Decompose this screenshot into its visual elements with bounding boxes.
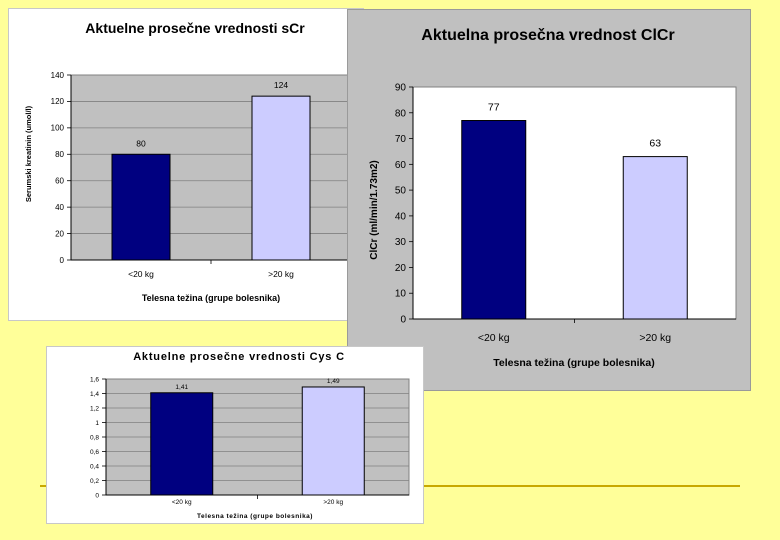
y-tick-label: 60: [395, 160, 407, 171]
data-label: 124: [274, 80, 288, 90]
scr-chart-panel: Aktuelne prosečne vrednosti sCr Serumski…: [8, 8, 364, 321]
y-tick-label: 80: [55, 150, 64, 159]
y-tick-label: 0,4: [90, 463, 99, 470]
y-tick-label: 20: [395, 263, 407, 274]
y-tick-label: 0: [400, 315, 406, 326]
bar: [150, 392, 214, 496]
data-label: 1,41: [175, 384, 188, 391]
y-tick-label: 1,4: [90, 391, 99, 398]
x-tick-label: >20 kg: [639, 332, 671, 344]
y-tick-label: 0,2: [90, 478, 99, 485]
x-tick-label: <20 kg: [172, 499, 192, 506]
y-axis-label: ClCr (ml/min/1.73m2): [369, 160, 380, 259]
x-tick-label: >20 kg: [323, 499, 343, 506]
y-tick-label: 100: [51, 124, 65, 133]
x-tick-label: >20 kg: [268, 269, 294, 279]
clcr-chart: Aktuelna prosečna vrednost ClCr ClCr (ml…: [369, 27, 737, 369]
clcr-chart-panel: Aktuelna prosečna vrednost ClCr ClCr (ml…: [347, 9, 751, 391]
y-tick-label: 10: [395, 289, 407, 300]
bar: [111, 153, 171, 261]
y-tick-label: 0: [95, 492, 99, 499]
bar: [251, 95, 311, 261]
y-tick-label: 40: [395, 211, 407, 222]
data-label: 80: [136, 138, 146, 148]
x-axis-label: Telesna težina (grupe bolesnika): [493, 357, 654, 369]
y-tick-label: 0: [60, 256, 65, 265]
y-tick-label: 30: [395, 237, 407, 248]
y-tick-label: 0,8: [90, 434, 99, 441]
y-tick-label: 0,6: [90, 449, 99, 456]
y-tick-label: 1: [95, 420, 99, 427]
y-tick-label: 70: [395, 134, 407, 145]
bar: [301, 386, 365, 496]
bar: [461, 120, 527, 320]
y-tick-label: 140: [51, 71, 65, 80]
chart-title: Aktuelne prosečne vrednosti Cys C: [133, 351, 345, 363]
scr-chart: Aktuelne prosečne vrednosti sCr Serumski…: [24, 20, 352, 303]
y-tick-label: 120: [51, 97, 65, 106]
scr-plot: 0 20 40 60 80 100 120 140 80 <20 kg 124 >20 kg: [51, 71, 352, 279]
y-tick-label: 20: [55, 229, 64, 238]
y-tick-label: 40: [55, 203, 64, 212]
data-label: 77: [488, 102, 500, 114]
y-tick-label: 60: [55, 177, 64, 186]
x-tick-label: <20 kg: [128, 269, 154, 279]
y-tick-label: 90: [395, 83, 407, 94]
x-axis-label: Telesna težina (grupe bolesnika): [197, 513, 313, 520]
cys-chart: Aktuelne prosečne vrednosti Cys C Telesn…: [90, 351, 410, 520]
x-tick-label: <20 kg: [478, 332, 510, 344]
y-tick-label: 50: [395, 186, 407, 197]
y-tick-label: 1,2: [90, 405, 99, 412]
chart-title: Aktuelne prosečne vrednosti sCr: [85, 20, 305, 36]
clcr-plot: 0 10 20 30 40 50 60 70 80 90 77 <20 kg 63 >20 kg: [395, 83, 737, 344]
cys-plot: 0 0,2 0,4 0,6 0,8 1 1,2 1,4 1,6 1,41 <20 kg 1,49 >20…: [90, 376, 410, 506]
data-label: 63: [649, 138, 661, 150]
cys-chart-panel: Aktuelne prosečne vrednosti Cys C Telesn…: [46, 346, 424, 524]
y-tick-label: 80: [395, 108, 407, 119]
y-tick-label: 1,6: [90, 376, 99, 383]
y-axis-label: Serumski kreatinin (umol/l): [24, 105, 33, 202]
data-label: 1,49: [327, 378, 340, 385]
chart-title: Aktuelna prosečna vrednost ClCr: [421, 27, 674, 44]
x-axis-label: Telesna težina (grupe bolesnika): [142, 293, 280, 303]
bar: [622, 156, 688, 320]
